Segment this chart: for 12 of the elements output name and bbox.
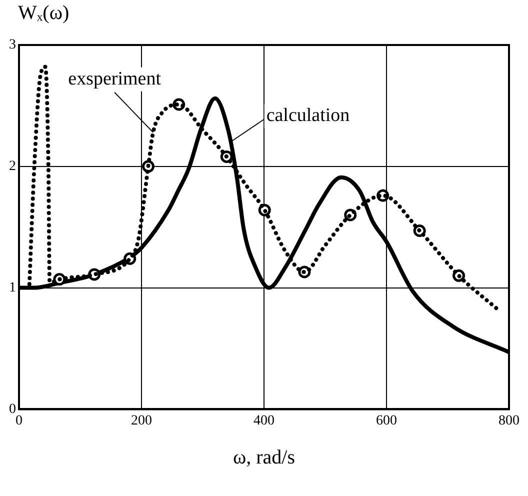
- annotation: calculation: [266, 105, 350, 126]
- y-tick-label: 0: [9, 402, 16, 417]
- y-axis-title: Wₓ(ω): [18, 2, 70, 25]
- y-tick-label: 2: [9, 159, 16, 174]
- x-tick-label: 400: [254, 413, 274, 428]
- x-tick-label: 200: [131, 413, 152, 428]
- x-axis-title: ω, rad/s: [232, 446, 296, 468]
- y-tick-label: 1: [9, 280, 16, 296]
- annotation: exsperiment: [68, 68, 162, 90]
- y-tick-label: 3: [9, 38, 16, 53]
- x-tick-label: 800: [498, 413, 520, 428]
- x-tick-label: 600: [376, 413, 397, 428]
